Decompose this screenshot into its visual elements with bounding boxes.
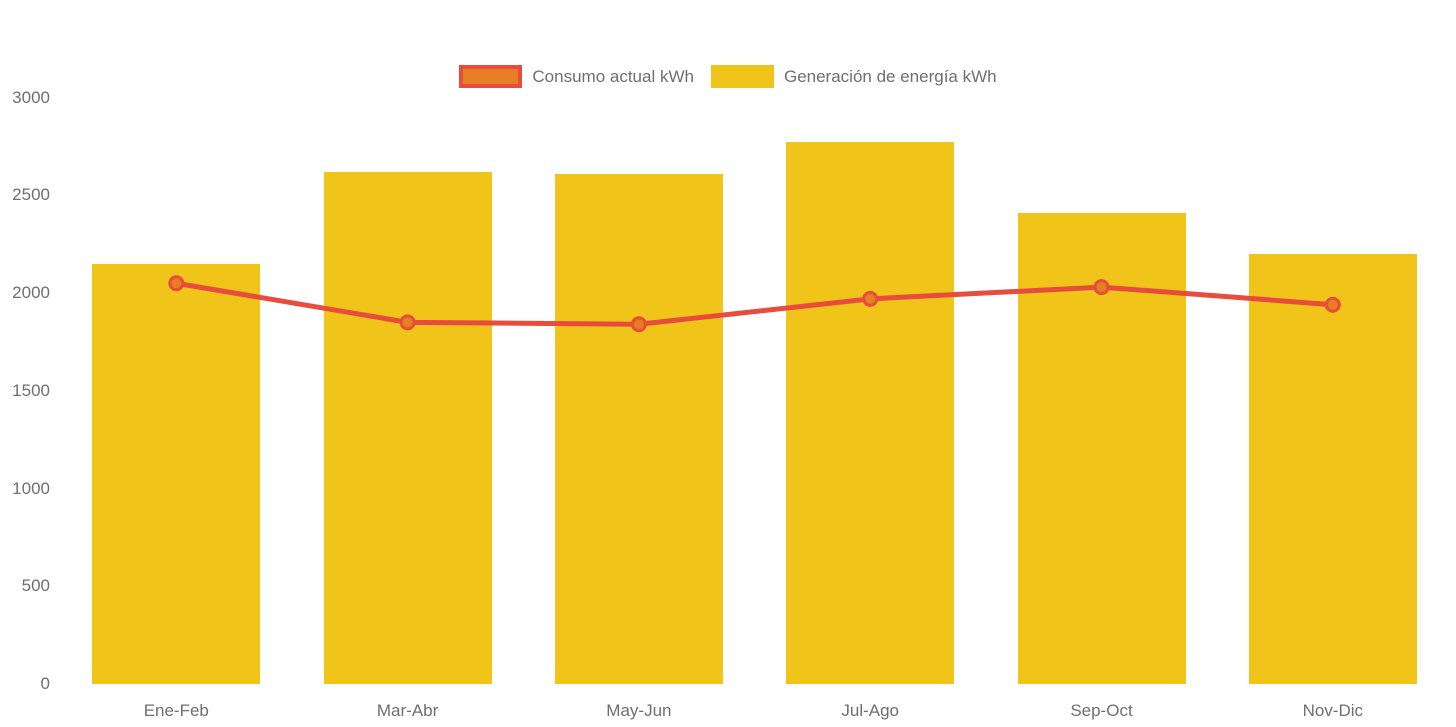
- x-label-Jul-Ago: Jul-Ago: [841, 701, 899, 720]
- point-Sep-Oct[interactable]: [1093, 279, 1110, 296]
- point-Nov-Dic[interactable]: [1324, 296, 1341, 313]
- bar-Mar-Abr[interactable]: [323, 171, 492, 684]
- bar-May-Jun[interactable]: [554, 173, 723, 684]
- point-May-Jun[interactable]: [630, 316, 647, 333]
- point-Jul-Ago[interactable]: [862, 290, 879, 307]
- legend-label-generacion: Generación de energía kWh: [783, 67, 997, 86]
- x-label-May-Jun: May-Jun: [606, 701, 672, 720]
- bar-Ene-Feb[interactable]: [92, 263, 261, 684]
- y-tick-3000: 3000: [12, 87, 50, 107]
- y-tick-2500: 2500: [12, 185, 50, 205]
- x-label-Sep-Oct: Sep-Oct: [1070, 701, 1133, 720]
- legend-label-consumo: Consumo actual kWh: [532, 67, 694, 86]
- chart-legend: Consumo actual kWh Generación de energía…: [0, 64, 1456, 89]
- y-tick-0: 0: [40, 674, 50, 693]
- y-tick-2000: 2000: [12, 283, 50, 302]
- legend-swatch-consumo-icon: [459, 65, 523, 88]
- bar-Nov-Dic[interactable]: [1248, 253, 1417, 684]
- legend-swatch-generacion-icon: [710, 65, 774, 88]
- x-label-Nov-Dic: Nov-Dic: [1302, 701, 1364, 720]
- legend-item-consumo-actual[interactable]: Consumo actual kWh: [459, 64, 694, 89]
- x-label-Mar-Abr: Mar-Abr: [376, 701, 439, 720]
- legend-item-generacion-energia[interactable]: Generación de energía kWh: [710, 64, 997, 89]
- bar-Jul-Ago[interactable]: [786, 142, 955, 684]
- y-tick-1000: 1000: [12, 478, 50, 498]
- point-Ene-Feb[interactable]: [168, 275, 185, 292]
- y-tick-1500: 1500: [12, 380, 50, 400]
- y-tick-500: 500: [21, 576, 50, 596]
- point-Mar-Abr[interactable]: [399, 314, 416, 331]
- x-label-Ene-Feb: Ene-Feb: [143, 701, 209, 720]
